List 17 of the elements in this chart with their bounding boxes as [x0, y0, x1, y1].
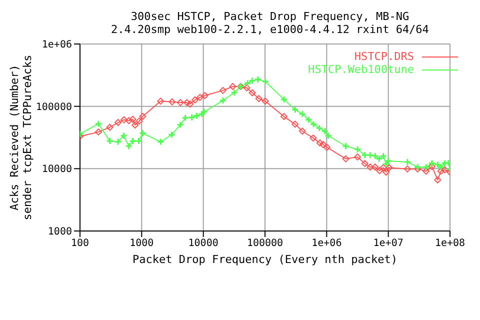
- y-tick-label: 1000: [48, 226, 72, 238]
- legend-label: HSTCP.DRS: [354, 50, 414, 63]
- x-tick-label: 1e+06: [312, 238, 342, 250]
- x-tick-label: 1000: [130, 238, 154, 250]
- x-axis-title: Packet Drop Frequency (Every nth packet): [132, 253, 398, 266]
- x-tick-label: 100000: [246, 238, 284, 250]
- y-tick-label: 1e+06: [42, 40, 72, 51]
- x-tick-label: 1e+08: [434, 238, 466, 250]
- chart-subtitle: 2.4.20smp web100-2.2.1, e1000-4.4.12 rxint 64/64: [110, 23, 430, 36]
- y-axis-title: Acks Recieved (Number) sender tcpExt TCPPureAcks: [8, 54, 34, 220]
- chart-title: 300sec HSTCP, Packet Drop Frequency, MB-NG: [130, 10, 410, 23]
- x-tick-label: 100: [70, 238, 90, 250]
- y-tick-label: 10000: [42, 164, 72, 176]
- x-tick-label: 1e+07: [373, 238, 404, 250]
- legend-label: HSTCP.Web100tune: [308, 63, 414, 76]
- y-tick-label: 100000: [36, 102, 72, 113]
- x-tick-label: 10000: [188, 238, 218, 250]
